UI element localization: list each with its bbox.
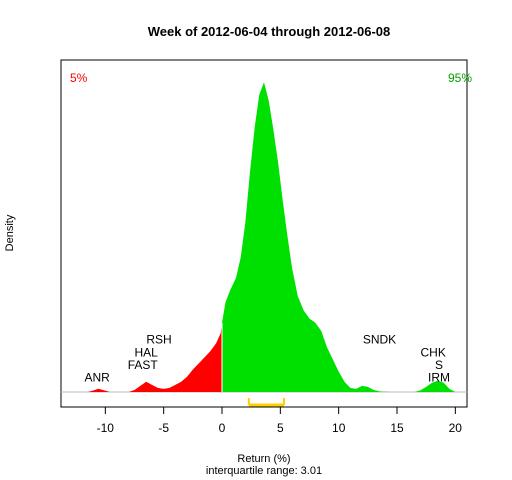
density-layer	[61, 82, 467, 393]
left-tail-area	[64, 322, 222, 392]
y-axis-label: Density	[4, 214, 16, 251]
stock-label: FAST	[128, 358, 159, 372]
chart-title: Week of 2012-06-04 through 2012-06-08	[148, 24, 391, 39]
stock-label: CHK	[421, 345, 446, 359]
iqr-text: interquartile range: 3.01	[206, 465, 322, 477]
x-tick-label: 0	[219, 421, 226, 435]
x-axis-label: Return (%)	[237, 453, 290, 465]
stock-label: ANR	[85, 370, 111, 384]
stock-label: SNDK	[363, 333, 396, 347]
stock-label: RSH	[146, 333, 171, 347]
x-tick-label: -10	[97, 421, 115, 435]
x-tick-label: 20	[449, 421, 463, 435]
stock-label: S	[435, 358, 443, 372]
right-tail-percent-label: 95%	[448, 71, 472, 85]
plot-frame	[60, 59, 468, 408]
iqr-marker	[247, 398, 285, 407]
left-tail-percent-label: 5%	[70, 71, 88, 85]
body-area	[222, 82, 467, 392]
x-tick-label: 15	[390, 421, 404, 435]
stock-label: IRM	[428, 370, 450, 384]
x-tick-label: 5	[277, 421, 284, 435]
stock-label: HAL	[135, 345, 159, 359]
x-tick-label: 10	[332, 421, 346, 435]
x-axis: -10 -5 0 5 10 15 20	[97, 407, 463, 435]
x-tick-label: -5	[158, 421, 169, 435]
